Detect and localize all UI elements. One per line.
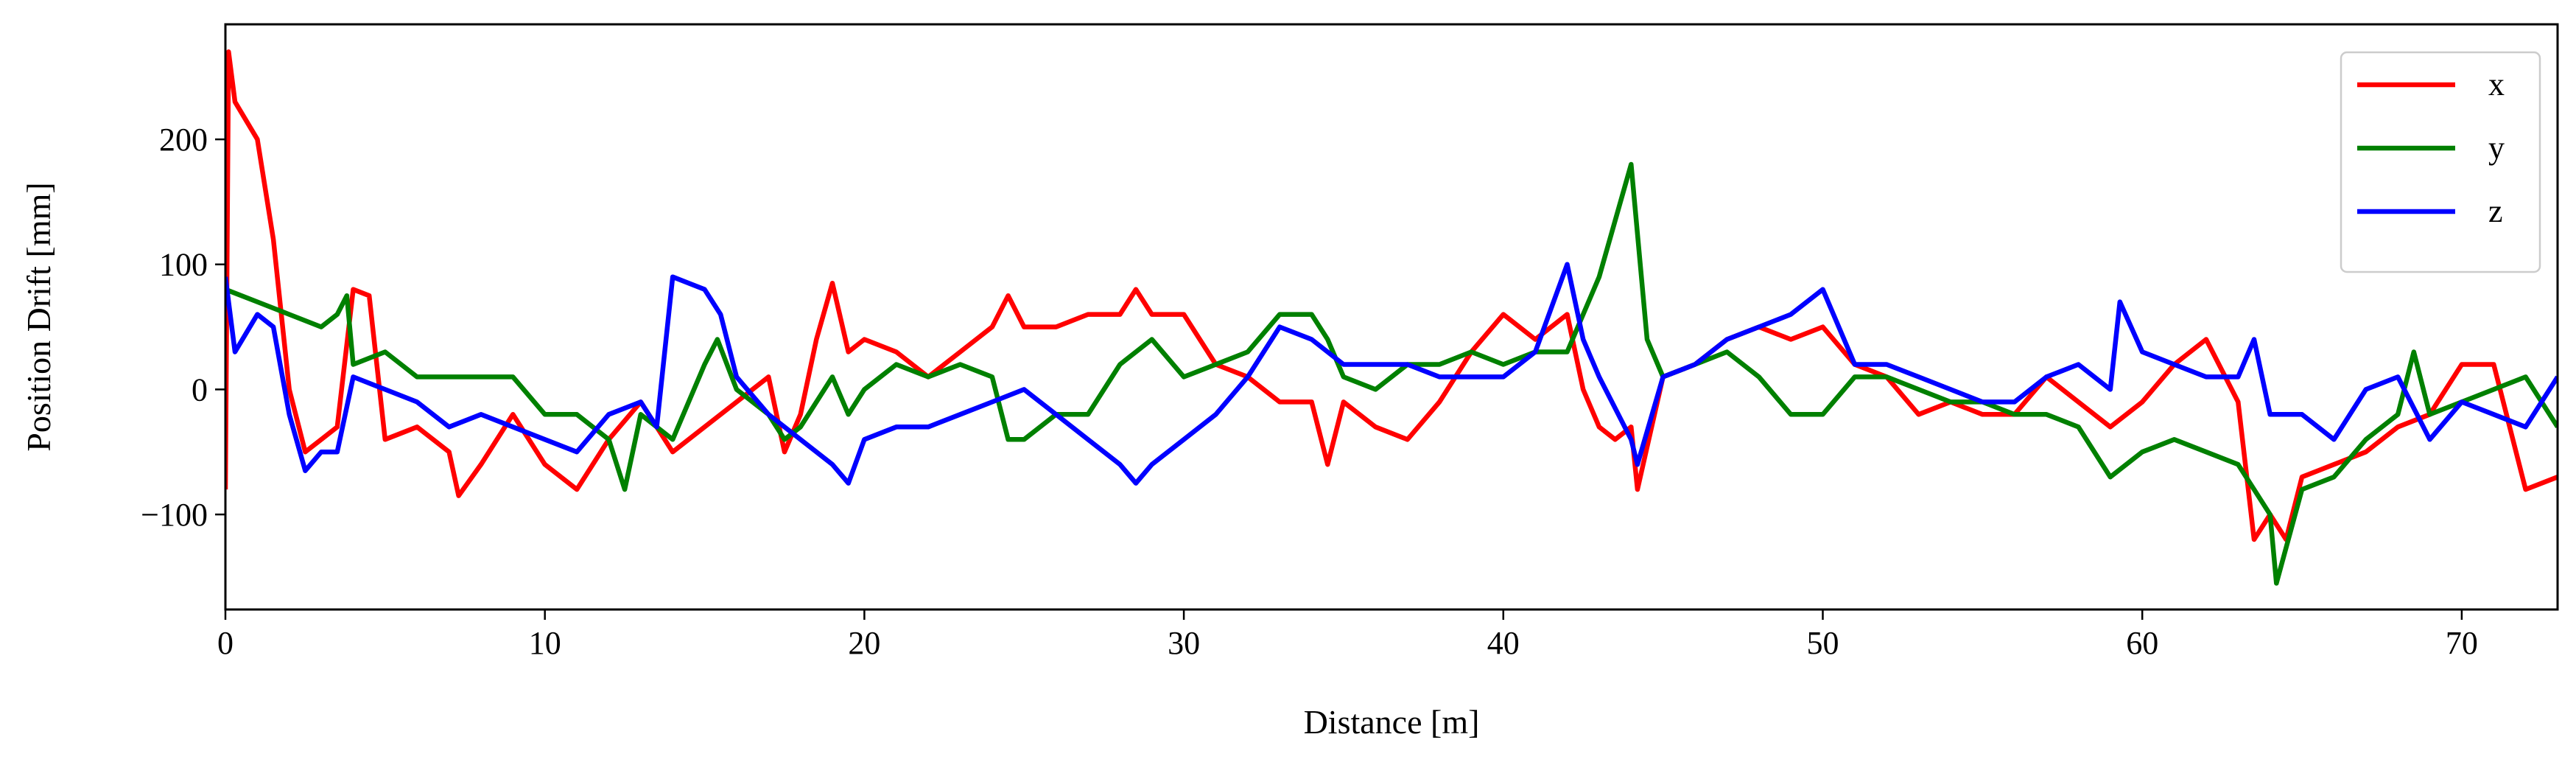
legend-label: x (2488, 66, 2505, 102)
x-tick-label: 70 (2446, 625, 2478, 661)
legend-label: y (2488, 130, 2505, 166)
x-tick-label: 10 (529, 625, 561, 661)
x-tick-label: 20 (848, 625, 880, 661)
data-line (225, 161, 2558, 586)
data-line (225, 262, 2558, 486)
legend-label: z (2488, 193, 2503, 229)
x-tick-label: 60 (2126, 625, 2158, 661)
x-axis-label: Distance [m] (1304, 703, 1480, 741)
x-tick-label: 40 (1487, 625, 1520, 661)
y-tick-label: 200 (159, 122, 208, 158)
y-tick-label: 100 (159, 247, 208, 283)
x-tick-label: 0 (217, 625, 234, 661)
y-tick-label: −100 (141, 497, 208, 533)
data-line (225, 49, 2558, 542)
x-tick-label: 30 (1168, 625, 1200, 661)
y-tick-label: 0 (192, 371, 208, 408)
plot-lines (225, 49, 2558, 586)
legend-box (2340, 51, 2541, 273)
y-axis-label: Position Drift [mm] (20, 182, 57, 451)
x-tick-label: 50 (1806, 625, 1839, 661)
plot-frame (224, 23, 2559, 611)
